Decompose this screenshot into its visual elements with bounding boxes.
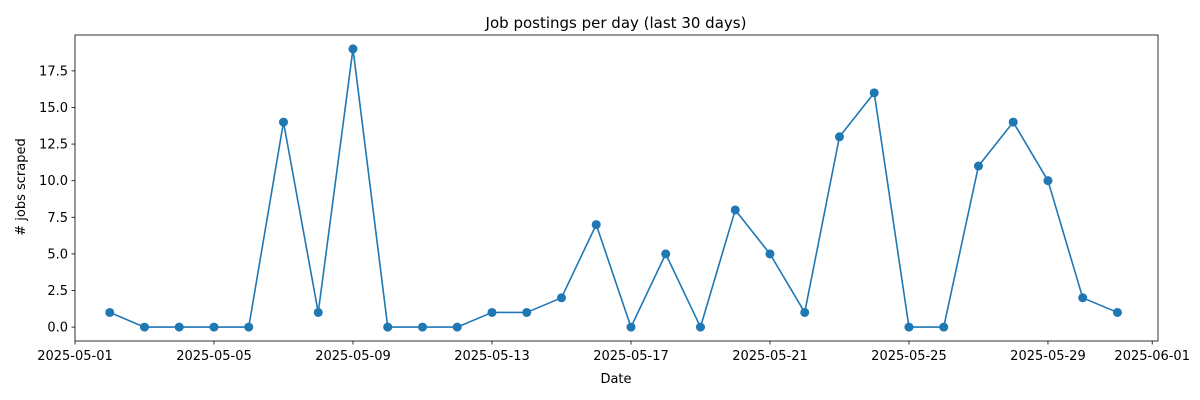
- data-point: [522, 307, 532, 317]
- data-point: [730, 205, 740, 215]
- x-tick-label: 2025-06-01: [1114, 349, 1190, 364]
- data-point: [487, 307, 497, 317]
- data-point: [417, 322, 427, 332]
- data-point: [800, 307, 810, 317]
- plot-frame: [74, 34, 1159, 342]
- data-point: [556, 293, 566, 303]
- y-axis-label: # jobs scraped: [14, 138, 29, 235]
- x-tick-label: 2025-05-05: [176, 349, 252, 364]
- data-point: [452, 322, 462, 332]
- x-axis: 2025-05-01 2025-05-05 2025-05-09 2025-05-13…: [37, 341, 1190, 364]
- y-tick-label: 5.0: [47, 247, 68, 262]
- data-point: [105, 307, 115, 317]
- data-point: [973, 161, 983, 171]
- x-axis-label: Date: [600, 372, 631, 387]
- data-point: [765, 249, 775, 259]
- data-point: [904, 322, 914, 332]
- x-tick-label: 2025-05-01: [37, 349, 113, 364]
- plot-area: [74, 34, 1159, 342]
- y-tick-label: 12.5: [39, 138, 68, 153]
- y-axis: 0.0 2.5 5.0 7.5 10.0 12.5 15.0 17.5: [39, 64, 75, 336]
- data-point: [383, 322, 393, 332]
- data-point: [1112, 307, 1122, 317]
- data-point: [834, 132, 844, 142]
- data-point: [348, 44, 358, 54]
- y-tick-label: 0.0: [47, 321, 68, 336]
- x-tick-label: 2025-05-21: [732, 349, 808, 364]
- data-point: [244, 322, 254, 332]
- data-point: [626, 322, 636, 332]
- data-point: [869, 88, 879, 98]
- y-tick-label: 10.0: [39, 174, 68, 189]
- data-point: [209, 322, 219, 332]
- y-tick-label: 17.5: [39, 64, 68, 79]
- chart-title: Job postings per day (last 30 days): [485, 14, 747, 32]
- data-point: [278, 117, 288, 127]
- data-point: [313, 307, 323, 317]
- x-tick-label: 2025-05-17: [593, 349, 669, 364]
- data-point: [1043, 176, 1053, 186]
- x-tick-label: 2025-05-09: [315, 349, 391, 364]
- data-point: [661, 249, 671, 259]
- data-point: [1078, 293, 1088, 303]
- data-point: [139, 322, 149, 332]
- data-point: [1008, 117, 1018, 127]
- y-tick-label: 15.0: [39, 101, 68, 116]
- data-point: [174, 322, 184, 332]
- series-line: [109, 48, 1118, 328]
- x-tick-label: 2025-05-25: [871, 349, 947, 364]
- data-point: [695, 322, 705, 332]
- x-tick-label: 2025-05-13: [454, 349, 530, 364]
- y-tick-label: 7.5: [47, 211, 68, 226]
- y-tick-label: 2.5: [47, 284, 68, 299]
- data-point: [939, 322, 949, 332]
- x-tick-label: 2025-05-29: [1010, 349, 1086, 364]
- data-point: [591, 220, 601, 230]
